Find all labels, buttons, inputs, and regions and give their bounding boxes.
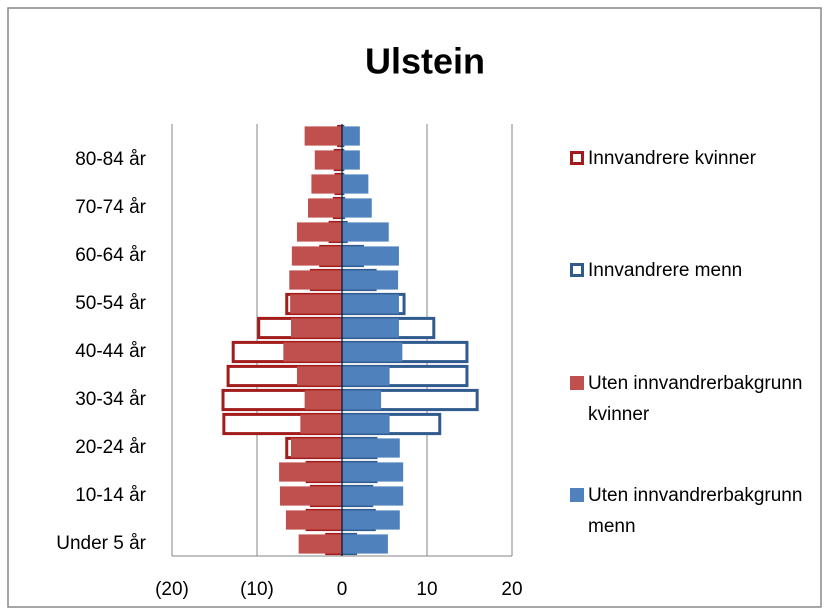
bar: [342, 222, 389, 242]
x-tick-label: (20): [155, 579, 189, 600]
y-tick-label: 10-14 år: [75, 485, 146, 506]
bar: [291, 318, 342, 338]
x-tick-label: 20: [501, 579, 522, 600]
legend-entry: Innvandrere kvinner: [570, 143, 820, 174]
legend-swatch: [570, 151, 584, 165]
y-tick-label: 40-44 år: [75, 341, 146, 362]
x-tick-label: (10): [240, 579, 274, 600]
legend-entry: Uten innvandrerbakgrunn menn: [570, 480, 820, 542]
bar: [308, 198, 342, 218]
x-tick-label: 10: [416, 579, 437, 600]
legend-swatch: [570, 488, 584, 502]
bar: [342, 534, 388, 554]
bar: [290, 294, 342, 314]
y-tick-label: 60-64 år: [75, 245, 146, 266]
bar: [289, 270, 342, 290]
bar: [285, 510, 342, 530]
y-tick-label: 80-84 år: [75, 149, 146, 170]
bar: [283, 342, 342, 362]
bar: [342, 126, 360, 146]
bar: [300, 414, 342, 434]
bar: [291, 246, 342, 266]
bar: [342, 318, 399, 338]
x-tick-label: 0: [337, 579, 348, 600]
y-tick-label: 30-34 år: [75, 389, 146, 410]
bar: [342, 486, 404, 506]
legend-entry: Uten innvandrerbakgrunn kvinner: [570, 368, 820, 430]
bar: [342, 510, 400, 530]
bar: [304, 390, 342, 410]
legend-label: Innvandrere menn: [588, 260, 743, 281]
y-tick-label: Under 5 år: [56, 533, 146, 554]
bar: [296, 222, 342, 242]
legend-label: Innvandrere kvinner: [588, 148, 756, 169]
bar: [296, 366, 342, 386]
bar: [342, 174, 369, 194]
bar: [342, 342, 403, 362]
y-tick-label: 70-74 år: [75, 197, 146, 218]
legend-swatch: [570, 376, 584, 390]
legend-entry: Innvandrere menn: [570, 255, 820, 286]
bar: [291, 438, 342, 458]
bar: [342, 390, 382, 410]
y-tick-label: 50-54 år: [75, 293, 146, 314]
bar: [342, 462, 404, 482]
bar: [304, 126, 342, 146]
legend-swatch: [570, 263, 584, 277]
bar: [342, 438, 400, 458]
bar: [314, 150, 342, 170]
chart-frame: [7, 7, 822, 608]
bar: [342, 270, 399, 290]
bar: [342, 198, 372, 218]
bar: [342, 414, 390, 434]
bar: [342, 366, 390, 386]
bar: [279, 462, 342, 482]
bar: [298, 534, 342, 554]
bar: [279, 486, 342, 506]
legend-label: Uten innvandrerbakgrunn menn: [588, 485, 803, 537]
y-tick-label: 20-24 år: [75, 437, 146, 458]
bar: [342, 246, 399, 266]
bar: [342, 294, 399, 314]
bar: [342, 150, 360, 170]
chart-title: Ulstein: [365, 41, 485, 82]
legend-label: Uten innvandrerbakgrunn kvinner: [588, 373, 803, 425]
bar: [311, 174, 342, 194]
